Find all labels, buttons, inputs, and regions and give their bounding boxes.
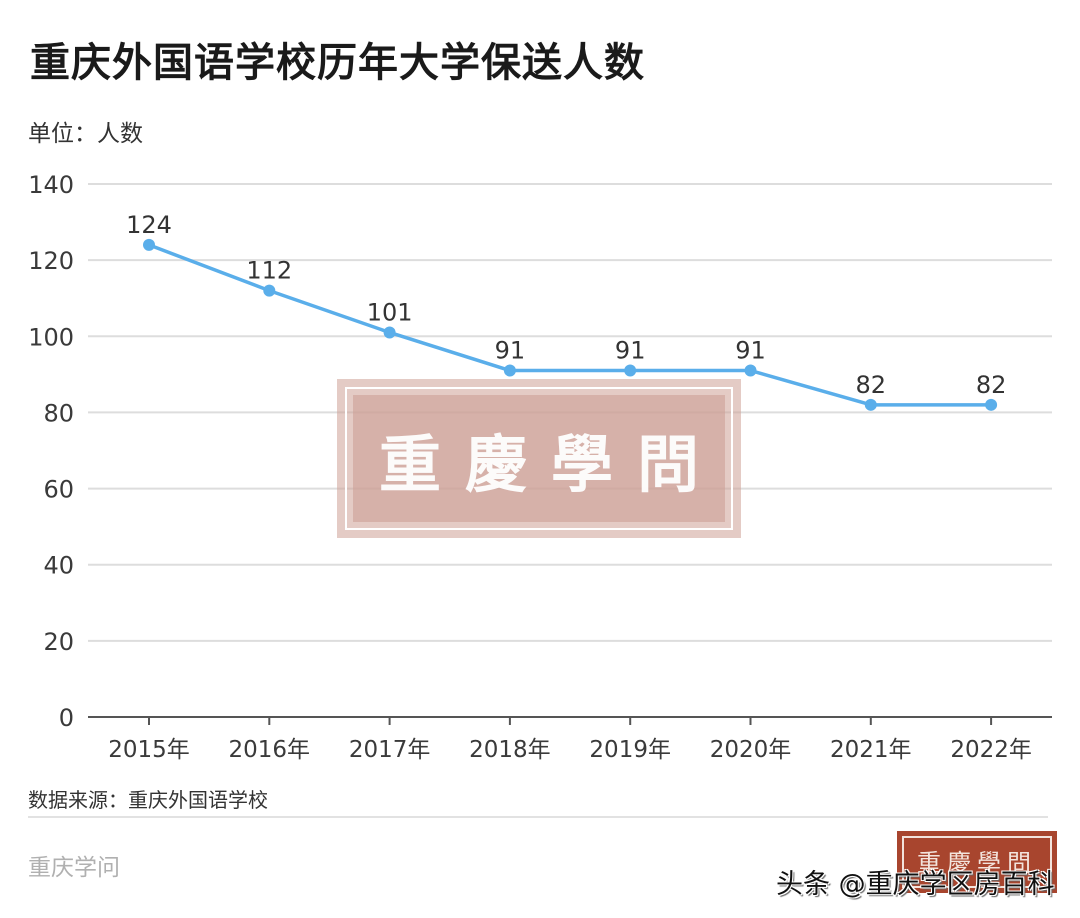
data-label: 124: [126, 211, 172, 239]
data-label: 112: [246, 257, 292, 285]
data-source: 数据来源：重庆外国语学校: [28, 788, 268, 812]
chart-title: 重庆外国语学校历年大学保送人数: [30, 40, 645, 86]
brand-label: 重庆学问: [28, 855, 120, 881]
y-axis-ticks: 0 20 40 60 80 100 120 140: [28, 171, 74, 732]
x-tick-label: 2020年: [710, 737, 792, 763]
y-tick-label: 140: [28, 171, 74, 199]
x-tick-label: 2022年: [950, 737, 1032, 763]
data-label: 91: [495, 337, 526, 365]
y-tick-label: 120: [28, 247, 74, 275]
x-tick-label: 2021年: [830, 737, 912, 763]
data-point: [624, 364, 637, 377]
data-label: 82: [976, 371, 1007, 399]
data-series: 124 112 101 91 91 91 82 82: [126, 211, 1006, 411]
x-tick-label: 2016年: [229, 737, 311, 763]
brand-stamp-logo: 重慶學問: [897, 831, 1057, 893]
data-point: [744, 364, 757, 377]
y-tick-label: 60: [43, 476, 74, 504]
x-tick-label: 2017年: [349, 737, 431, 763]
data-point: [383, 326, 396, 339]
data-label: 82: [856, 371, 887, 399]
footer-divider: [28, 816, 1048, 818]
unit-label: 单位：人数: [28, 121, 143, 147]
data-label: 101: [367, 298, 413, 326]
watermark-stamp: 重慶學問: [337, 379, 741, 538]
data-point: [864, 398, 877, 411]
data-point: [263, 284, 276, 297]
watermark-frame: [345, 387, 733, 530]
x-tick-label: 2015年: [108, 737, 190, 763]
watermark-fill: 重慶學問: [353, 395, 725, 522]
y-tick-label: 100: [28, 323, 74, 351]
x-tick-label: 2018年: [469, 737, 551, 763]
stamp-frame: [902, 836, 1052, 888]
data-label: 91: [735, 337, 766, 365]
data-label: 91: [615, 337, 646, 365]
y-tick-label: 0: [59, 704, 74, 732]
y-tick-label: 20: [43, 628, 74, 656]
stamp-text: 重慶學問: [917, 849, 1037, 877]
x-axis: 2015年 2016年 2017年 2018年 2019年 2020年 2021年 2022年: [88, 716, 1052, 763]
watermark-text: 重慶學問: [378, 427, 723, 501]
toutiao-watermark: 头条 @重庆学区房百科: [776, 869, 1055, 900]
data-point: [985, 398, 998, 411]
x-tick-label: 2019年: [589, 737, 671, 763]
series-line: [148, 243, 992, 407]
data-point: [503, 364, 516, 377]
data-point: [143, 238, 155, 251]
y-tick-label: 80: [43, 399, 74, 427]
y-tick-label: 40: [43, 552, 74, 580]
